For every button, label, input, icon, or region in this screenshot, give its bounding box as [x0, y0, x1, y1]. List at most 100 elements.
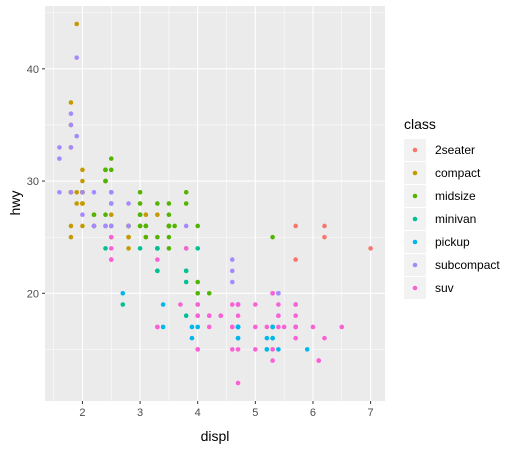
x-axis-title: displ [201, 428, 230, 444]
data-point-suv [253, 302, 258, 307]
panel-background [45, 6, 385, 401]
data-point-midsize [166, 246, 172, 251]
data-point-compact [155, 212, 160, 218]
data-point-midsize [137, 212, 143, 218]
data-point-compact [80, 223, 85, 229]
data-point-subcompact [68, 111, 74, 117]
data-point-suv [218, 313, 224, 319]
data-point-pickup [235, 335, 241, 341]
legend-swatch-compact [412, 170, 418, 176]
data-point-compact [74, 201, 79, 206]
y-tick-label: 20 [27, 288, 39, 300]
data-point-compact [68, 100, 74, 105]
x-tick-label: 5 [252, 407, 258, 419]
legend-items: 2seater compact midsize minivan pickup subcom… [404, 139, 500, 299]
legend-title: class [404, 116, 436, 132]
data-point-midsize [195, 279, 201, 285]
data-point-suv [206, 324, 212, 330]
data-point-subcompact [183, 223, 189, 229]
y-tick-label: 30 [27, 176, 39, 188]
data-point-midsize [108, 156, 114, 161]
data-point-suv [293, 313, 298, 319]
data-point-minivan [155, 268, 160, 274]
data-point-pickup [276, 347, 281, 352]
data-point-subcompact [74, 133, 79, 139]
data-point-suv [235, 302, 241, 307]
data-point-suv [155, 324, 160, 330]
data-point-midsize [137, 223, 143, 229]
data-point-pickup [264, 347, 270, 352]
data-point-compact [126, 246, 131, 251]
data-point-suv [293, 302, 298, 307]
x-tick-label: 2 [79, 407, 85, 419]
data-point-midsize [183, 189, 189, 195]
data-point-subcompact [74, 55, 79, 60]
data-point-midsize [166, 234, 172, 240]
data-point-midsize [166, 223, 172, 229]
data-point-minivan [183, 313, 189, 319]
data-point-subcompact [57, 189, 62, 195]
data-point-compact [74, 189, 79, 195]
data-point-suv [195, 302, 201, 307]
data-point-midsize [195, 290, 201, 296]
data-point-midsize [108, 167, 114, 173]
data-point-2seater [322, 223, 327, 229]
legend-label-midsize: midsize [435, 189, 476, 203]
data-point-suv [235, 313, 241, 319]
data-point-compact [126, 234, 131, 240]
data-point-subcompact [57, 145, 62, 150]
x-tick-label: 6 [310, 407, 316, 419]
data-point-suv [229, 347, 235, 352]
data-point-subcompact [103, 223, 108, 229]
data-point-subcompact [229, 268, 235, 274]
x-tick-label: 3 [137, 407, 143, 419]
data-point-minivan [137, 246, 143, 251]
data-point-minivan [195, 246, 201, 251]
data-point-subcompact [91, 223, 97, 229]
data-point-suv [229, 302, 235, 307]
data-point-2seater [322, 234, 327, 240]
data-point-suv [108, 246, 114, 251]
data-point-pickup [160, 324, 166, 330]
data-point-midsize [103, 178, 108, 184]
data-point-suv [339, 324, 345, 330]
data-point-subcompact [276, 290, 281, 296]
data-point-subcompact [229, 257, 235, 262]
data-point-suv [178, 302, 183, 307]
data-point-subcompact [68, 189, 74, 195]
legend-label-compact: compact [435, 166, 481, 180]
data-point-subcompact [68, 122, 74, 128]
data-point-suv [253, 324, 258, 330]
data-point-compact [68, 234, 74, 240]
data-point-midsize [103, 212, 108, 218]
data-point-compact [108, 212, 114, 218]
data-point-midsize [155, 234, 160, 240]
data-point-pickup [304, 347, 310, 352]
data-point-suv [276, 324, 281, 330]
data-point-pickup [189, 335, 195, 341]
data-point-midsize [172, 223, 177, 229]
points-layer [57, 21, 373, 386]
data-point-2seater [293, 223, 298, 229]
data-point-subcompact [126, 223, 131, 229]
axis-layer: 2 3 4 5 6 7 20 30 40 [27, 64, 374, 419]
data-point-suv [293, 324, 298, 330]
data-point-compact [80, 167, 85, 173]
data-point-suv [276, 313, 281, 319]
data-point-minivan [183, 279, 189, 285]
data-point-minivan [155, 246, 160, 251]
y-tick-label: 40 [27, 64, 39, 76]
data-point-suv [293, 335, 298, 341]
legend-label-2seater: 2seater [435, 143, 475, 157]
data-point-midsize [195, 223, 201, 229]
data-point-midsize [137, 201, 143, 206]
data-point-minivan [103, 246, 108, 251]
data-point-suv [270, 347, 275, 352]
legend-label-minivan: minivan [435, 212, 476, 226]
data-point-midsize [183, 201, 189, 206]
legend-swatch-pickup [412, 239, 418, 245]
data-point-pickup [195, 324, 201, 330]
data-point-compact [143, 212, 149, 218]
data-point-suv [229, 324, 235, 330]
data-point-subcompact [108, 223, 114, 229]
